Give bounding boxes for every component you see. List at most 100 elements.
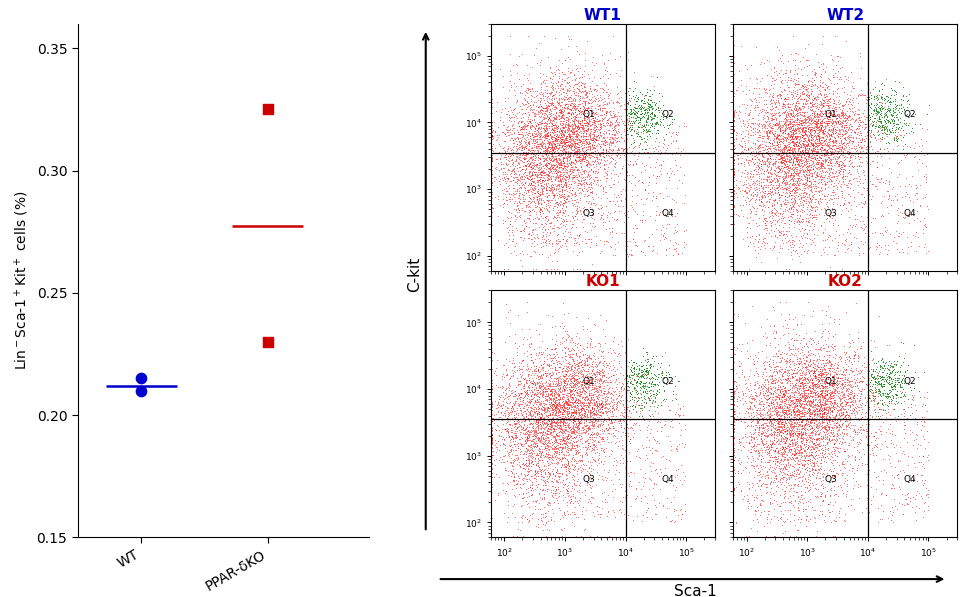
Point xyxy=(520,147,536,156)
Point xyxy=(530,386,545,395)
Point xyxy=(525,421,540,431)
Point xyxy=(532,417,547,427)
Point xyxy=(592,356,608,366)
Point xyxy=(764,110,780,119)
Point xyxy=(548,156,564,165)
Point xyxy=(812,433,827,442)
Point xyxy=(918,400,933,410)
Point xyxy=(781,345,797,355)
Point xyxy=(755,427,771,436)
Point xyxy=(829,411,845,421)
Point xyxy=(788,183,804,192)
Point xyxy=(864,412,880,421)
Point xyxy=(751,420,767,429)
Point xyxy=(746,445,761,455)
Point xyxy=(820,181,836,191)
Point xyxy=(865,380,881,389)
Point xyxy=(819,96,835,105)
Point xyxy=(830,407,846,416)
Point xyxy=(763,94,779,103)
Point xyxy=(644,109,660,119)
Point xyxy=(575,399,591,408)
Point xyxy=(783,170,799,180)
Point xyxy=(499,192,514,202)
Point xyxy=(547,363,563,373)
Point xyxy=(783,435,799,445)
Point xyxy=(520,31,536,41)
Point xyxy=(591,502,607,512)
Point xyxy=(741,155,756,165)
Point xyxy=(579,360,595,370)
Point xyxy=(552,424,568,433)
Point xyxy=(786,435,802,445)
Point xyxy=(807,131,822,141)
Point xyxy=(567,440,582,450)
Point xyxy=(885,404,901,414)
Point xyxy=(513,408,529,418)
Point xyxy=(791,176,807,186)
Point xyxy=(804,478,819,488)
Point xyxy=(538,149,554,159)
Point xyxy=(751,170,767,179)
Point xyxy=(567,395,582,405)
Point xyxy=(782,430,798,439)
Point xyxy=(842,393,857,403)
Point xyxy=(548,402,564,412)
Point xyxy=(503,208,519,218)
Point xyxy=(775,128,790,137)
Point xyxy=(642,474,658,484)
Point xyxy=(562,433,577,442)
Point xyxy=(860,377,876,387)
Point xyxy=(825,64,841,73)
Point xyxy=(619,241,635,251)
Point xyxy=(548,488,564,497)
Point xyxy=(774,394,789,404)
Point xyxy=(798,84,814,94)
Point xyxy=(597,65,612,75)
Point xyxy=(799,130,815,140)
Point xyxy=(765,328,781,337)
Point xyxy=(747,189,763,199)
Point xyxy=(878,91,893,101)
Point xyxy=(821,416,837,426)
Point xyxy=(546,147,562,157)
Point xyxy=(506,416,522,426)
Point xyxy=(647,111,663,121)
Point xyxy=(812,376,827,385)
Point xyxy=(498,463,513,473)
Point xyxy=(580,150,596,160)
Point xyxy=(739,176,754,185)
Point xyxy=(643,115,659,125)
Point xyxy=(526,138,541,147)
Point xyxy=(781,128,796,137)
Point xyxy=(543,344,559,353)
Point xyxy=(855,136,871,146)
Point xyxy=(746,380,761,390)
Point xyxy=(801,434,816,444)
Point xyxy=(605,145,620,155)
Point xyxy=(532,165,547,174)
Point xyxy=(539,160,555,170)
Point xyxy=(731,467,746,476)
Point xyxy=(554,184,570,193)
Point xyxy=(872,379,887,389)
Point xyxy=(785,149,801,158)
Point xyxy=(779,405,794,414)
Point xyxy=(798,429,814,438)
Point xyxy=(767,184,782,193)
Point xyxy=(647,191,663,201)
Point xyxy=(562,183,577,193)
Point xyxy=(741,179,756,188)
Point xyxy=(640,103,655,112)
Point xyxy=(789,367,805,376)
Point xyxy=(834,190,850,200)
Point xyxy=(563,363,578,373)
Point xyxy=(864,228,880,238)
Point xyxy=(760,168,776,177)
Point xyxy=(572,230,587,239)
Point xyxy=(766,453,781,462)
Point xyxy=(816,376,831,386)
Point xyxy=(595,503,610,512)
Point xyxy=(788,406,804,416)
Point xyxy=(573,161,589,171)
